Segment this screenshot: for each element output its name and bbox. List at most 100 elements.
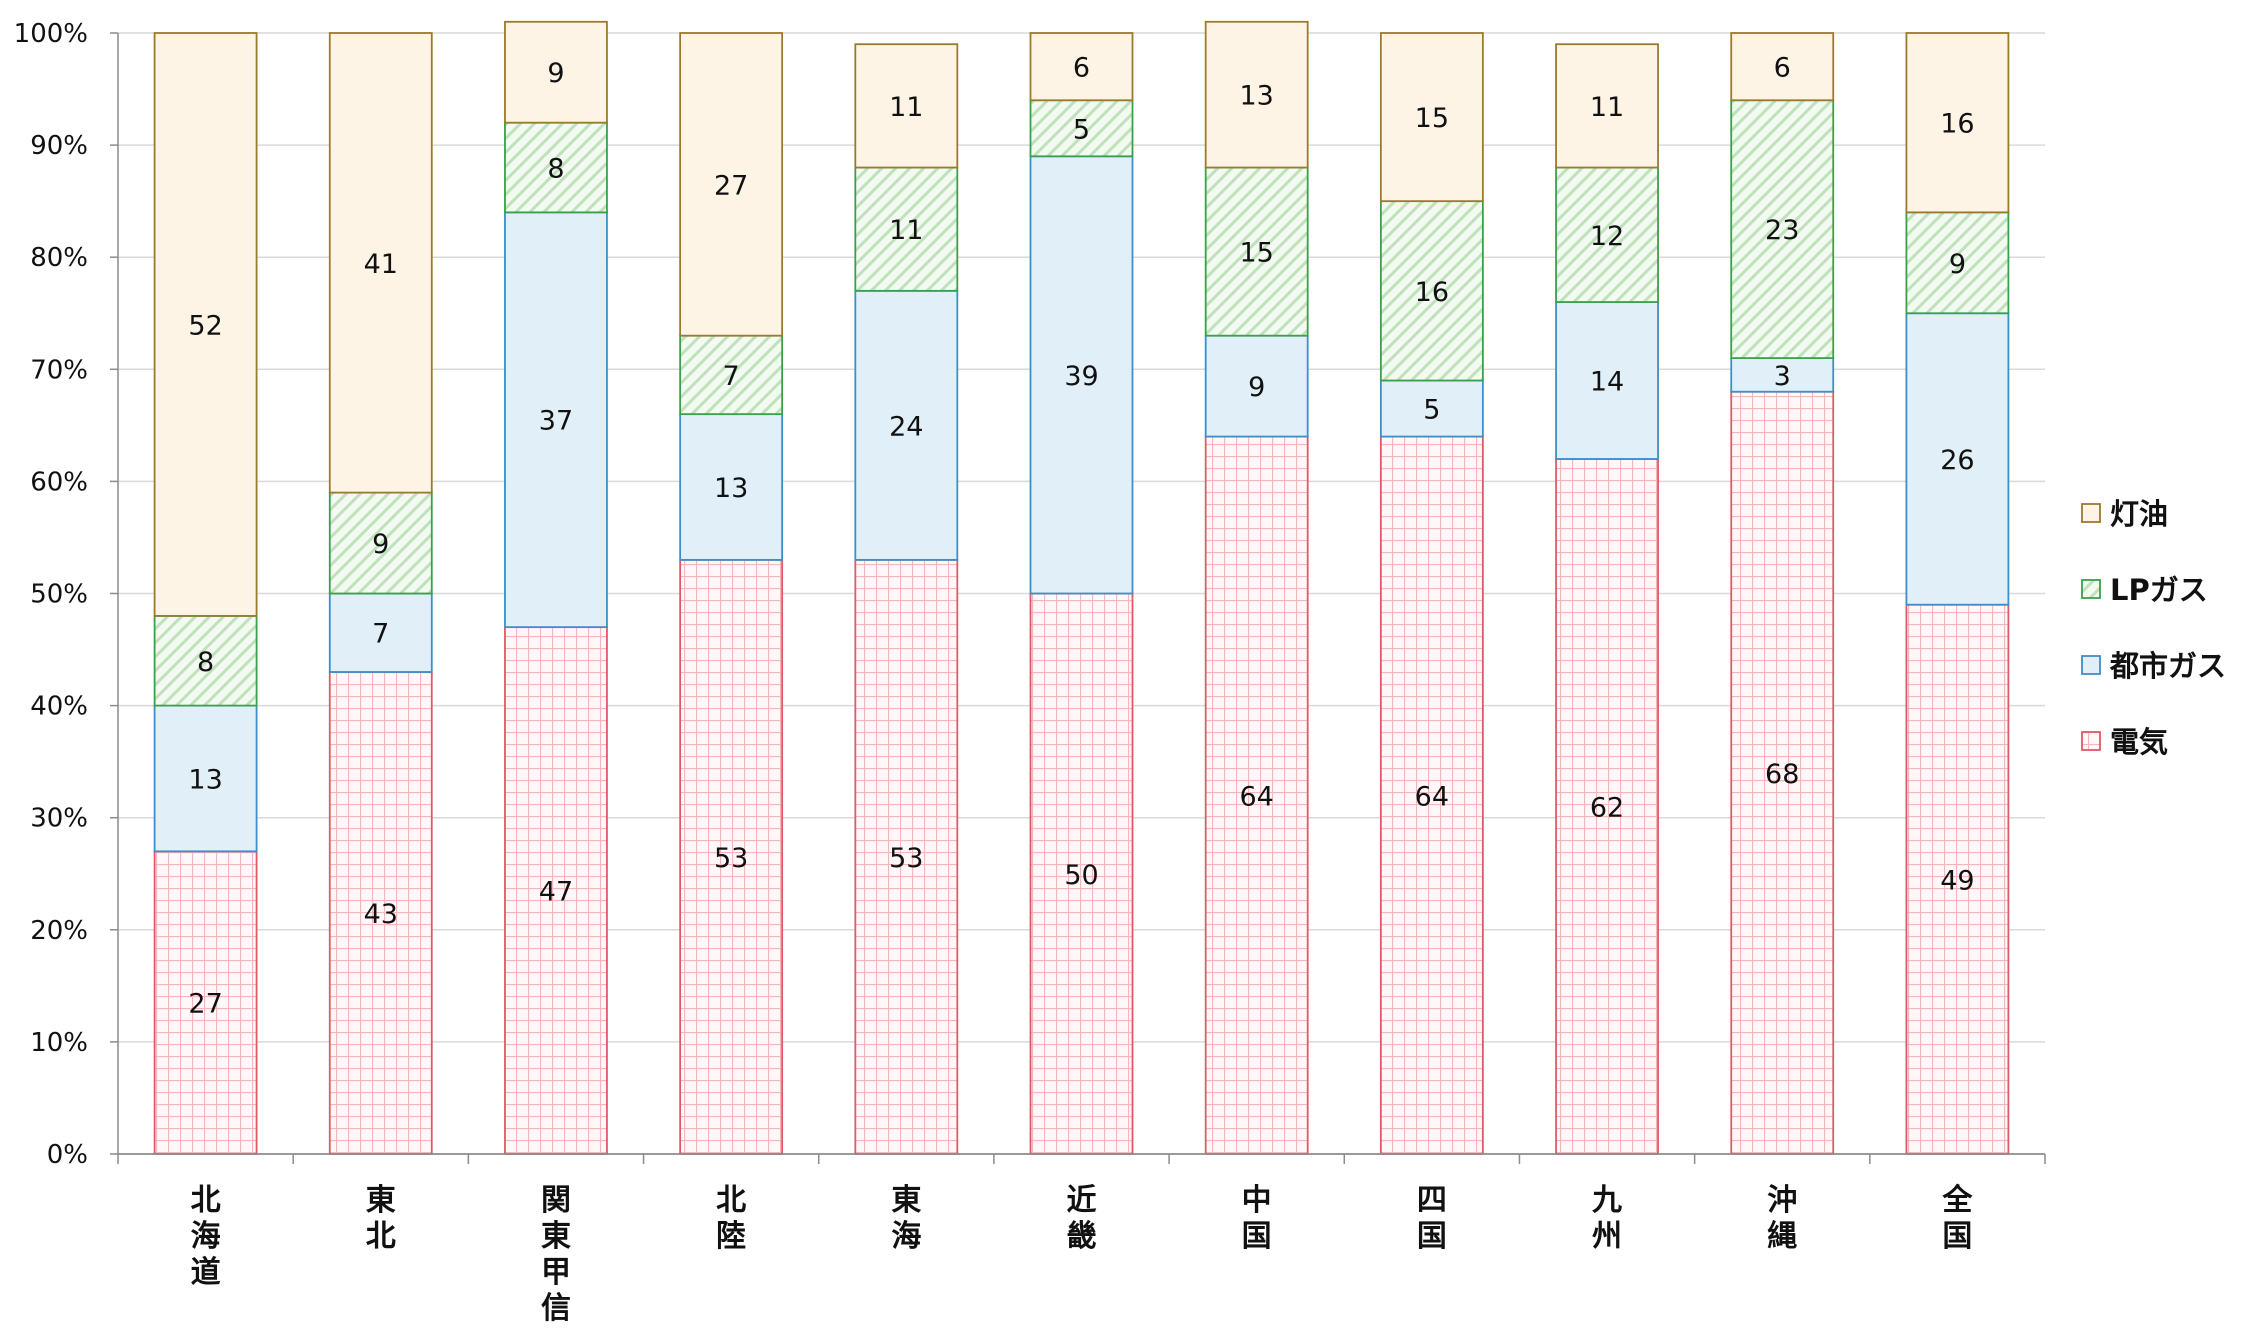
y-tick-label: 90% <box>30 131 88 161</box>
bar-segment-electricity <box>854 558 959 1155</box>
bar-segment-lp-gas <box>1379 200 1484 382</box>
x-category-label: 関東甲信 <box>541 1183 571 1326</box>
data-label-electricity: 53 <box>889 843 923 874</box>
x-category-label: 九州 <box>1592 1183 1622 1254</box>
data-label-city-gas: 5 <box>1423 395 1440 426</box>
data-label-lp-gas: 5 <box>1073 114 1090 145</box>
legend-item-electricity: 電気 <box>2081 725 2168 759</box>
y-tick-label: 0% <box>47 1140 88 1170</box>
data-label-lp-gas: 12 <box>1590 221 1624 252</box>
data-label-electricity: 68 <box>1765 759 1799 790</box>
bar-segment-lp-gas <box>1905 211 2010 315</box>
data-label-lp-gas: 9 <box>1949 249 1966 280</box>
bar-segment-electricity <box>1029 592 1134 1155</box>
data-label-electricity: 47 <box>539 877 573 908</box>
bars <box>153 20 2010 1155</box>
bar-segment-lp-gas <box>1555 166 1659 303</box>
data-label-kerosene: 16 <box>1940 109 1974 140</box>
y-axis: 0% 10% 20% 30% 40% 50% 60% 70% 80% 90% 100% <box>14 19 119 1170</box>
y-tick-label: 30% <box>30 804 88 834</box>
legend-swatch <box>2081 731 2101 751</box>
bar-segment-kerosene <box>1905 32 2010 214</box>
bar-segment-lp-gas <box>679 334 784 416</box>
bar-segment-kerosene <box>328 32 433 494</box>
data-label-kerosene: 6 <box>1774 53 1791 84</box>
data-label-city-gas: 13 <box>714 473 748 504</box>
y-tick-label: 70% <box>30 355 88 385</box>
bar-segment-electricity <box>1204 435 1309 1155</box>
x-category-label: 近畿 <box>1067 1183 1097 1254</box>
data-label-kerosene: 6 <box>1073 53 1090 84</box>
x-axis: 北海道 東北 関東甲信 北陸 東海 近畿 中国 四国 九州 沖縄 全国 <box>117 1153 2046 1326</box>
y-tick-label: 80% <box>30 243 88 273</box>
data-label-city-gas: 14 <box>1590 367 1624 398</box>
bar-segment-lp-gas <box>153 615 258 707</box>
bar-segment-electricity <box>1555 458 1659 1155</box>
legend-swatch <box>2081 579 2101 599</box>
bar-segment-lp-gas <box>854 166 959 292</box>
data-label-lp-gas: 8 <box>547 154 564 185</box>
x-category-label: 中国 <box>1242 1183 1272 1254</box>
data-label-lp-gas: 7 <box>723 361 740 392</box>
data-label-city-gas: 26 <box>1940 445 1974 476</box>
legend-swatch <box>2081 655 2101 675</box>
legend-swatch <box>2081 503 2101 523</box>
bar-segment-lp-gas <box>328 491 433 595</box>
legend-label: 電気 <box>2110 725 2168 759</box>
legend-item-lp-gas: LPガス <box>2081 573 2208 607</box>
bar-segment-kerosene <box>1555 43 1659 169</box>
legend-label: 灯油 <box>2110 497 2168 531</box>
bar-segment-city-gas <box>1204 334 1309 438</box>
data-label-lp-gas: 15 <box>1240 238 1274 269</box>
data-label-city-gas: 39 <box>1064 361 1098 392</box>
bar-segment-city-gas <box>504 211 608 629</box>
bar-segment-city-gas <box>679 413 784 561</box>
x-category-label: 北陸 <box>716 1183 746 1254</box>
bar-segment-city-gas <box>1905 312 2010 606</box>
bar-segment-electricity <box>328 671 433 1155</box>
data-label-kerosene: 52 <box>188 310 222 341</box>
bar-segment-city-gas <box>1379 379 1484 438</box>
bar-segment-kerosene <box>153 32 258 617</box>
bar-segment-city-gas <box>854 289 959 561</box>
y-tick-label: 40% <box>30 692 88 722</box>
data-label-kerosene: 11 <box>889 92 923 123</box>
data-label-kerosene: 13 <box>1240 81 1274 112</box>
data-label-electricity: 49 <box>1940 865 1974 896</box>
bar-segment-electricity <box>504 626 608 1155</box>
legend-label: LPガス <box>2110 573 2208 607</box>
data-label-electricity: 64 <box>1415 781 1449 812</box>
data-label-kerosene: 15 <box>1415 103 1449 134</box>
data-label-kerosene: 11 <box>1590 92 1624 123</box>
bar-segment-electricity <box>679 558 784 1155</box>
data-label-electricity: 43 <box>364 899 398 930</box>
legend-item-city-gas: 都市ガス <box>2081 649 2226 683</box>
data-label-city-gas: 13 <box>188 764 222 795</box>
data-label-city-gas: 24 <box>889 411 923 442</box>
x-category-label: 四国 <box>1417 1183 1447 1254</box>
x-category-label: 東北 <box>366 1183 396 1254</box>
data-label-lp-gas: 9 <box>372 529 389 560</box>
y-tick-label: 10% <box>30 1028 88 1058</box>
bar-segment-kerosene <box>504 20 608 124</box>
y-tick-label: 20% <box>30 916 88 946</box>
data-labels: 2713852437941473789531372753241111503956… <box>188 53 1974 1020</box>
bar-segment-kerosene <box>854 43 959 169</box>
bar-segment-lp-gas <box>1730 99 1835 359</box>
data-label-electricity: 53 <box>714 843 748 874</box>
data-label-city-gas: 9 <box>1248 372 1265 403</box>
legend-label: 都市ガス <box>2109 649 2226 683</box>
bar-segment-city-gas <box>1029 155 1134 595</box>
x-category-label: 沖縄 <box>1767 1183 1797 1254</box>
data-label-kerosene: 41 <box>364 249 398 280</box>
bar-segment-kerosene <box>1730 32 1835 102</box>
legend-item-kerosene: 灯油 <box>2081 497 2168 531</box>
x-category-label: 東海 <box>891 1183 921 1254</box>
y-tick-label: 100% <box>14 19 88 49</box>
data-label-city-gas: 7 <box>372 619 389 650</box>
bar-segment-kerosene <box>679 32 784 337</box>
data-label-city-gas: 37 <box>539 406 573 437</box>
bar-segment-kerosene <box>1204 20 1309 169</box>
data-label-electricity: 62 <box>1590 792 1624 823</box>
